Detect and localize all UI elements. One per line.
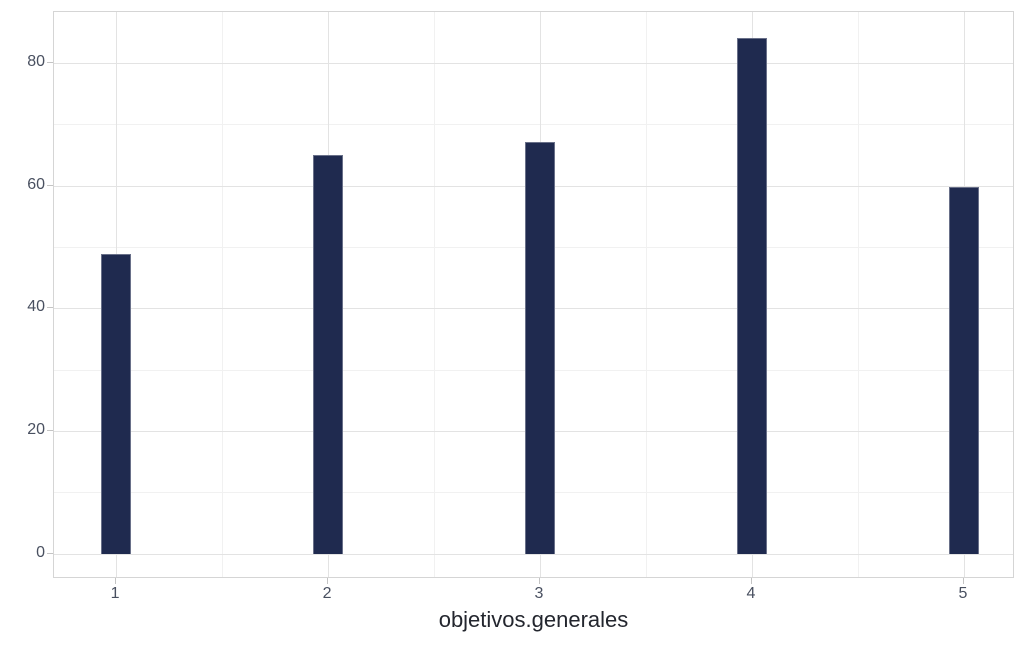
y-tick-mark (47, 307, 53, 309)
x-tick-mark (962, 578, 964, 584)
plot-panel (53, 11, 1014, 578)
bar (313, 154, 344, 554)
x-tick-label: 5 (958, 585, 968, 602)
y-tick-label: 0 (36, 543, 45, 561)
x-tick-label: 3 (534, 585, 544, 602)
x-tick-label: 1 (110, 585, 120, 602)
x-tick-mark (539, 578, 540, 584)
gridline-minor-x (645, 12, 647, 577)
gridline-minor-x (222, 12, 224, 577)
y-tick-label: 40 (27, 298, 45, 316)
x-tick-mark (327, 578, 329, 584)
gridline-minor-x (434, 12, 436, 577)
x-tick-label: 4 (746, 585, 756, 602)
y-tick-mark (47, 184, 53, 186)
bar (525, 142, 555, 554)
x-tick-label: 2 (322, 585, 332, 602)
x-axis-title: objetivos.generales (438, 607, 629, 632)
y-tick-mark (47, 552, 53, 554)
gridline-major-y (54, 62, 1013, 64)
bar (101, 254, 132, 554)
y-tick-label: 80 (27, 52, 45, 70)
gridline-minor-y (54, 124, 1013, 126)
bar (948, 186, 979, 554)
y-tick-label: 20 (27, 421, 45, 439)
gridline-minor-x (857, 12, 859, 577)
bar (736, 37, 767, 554)
y-tick-label: 60 (27, 175, 45, 193)
x-tick-mark (115, 578, 117, 584)
y-tick-mark (47, 430, 53, 432)
x-tick-mark (750, 578, 752, 584)
gridline-major-y (54, 553, 1013, 555)
y-tick-mark (47, 61, 53, 63)
